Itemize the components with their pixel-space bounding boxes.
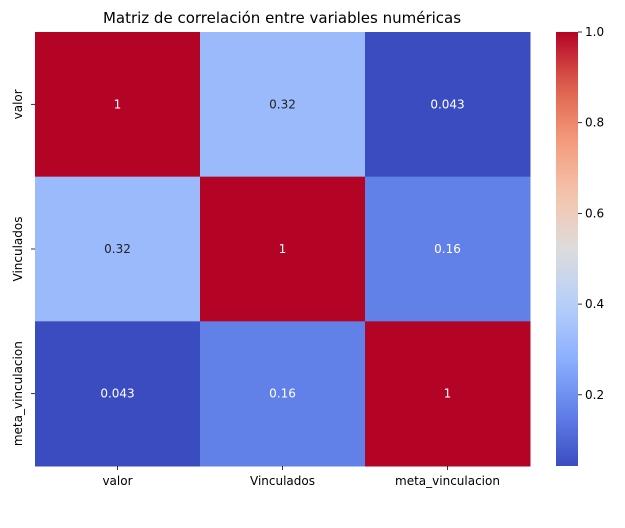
heatmap-cell — [200, 176, 366, 322]
y-tick-label: meta_vinculacion — [11, 341, 25, 446]
heatmap-cell — [35, 321, 201, 467]
cell-value-label: 1 — [279, 242, 287, 256]
cell-value-label: 0.32 — [269, 97, 296, 111]
heatmap-cell — [35, 32, 201, 178]
y-tick-label: valor — [11, 89, 25, 119]
x-tick-label: Vinculados — [250, 474, 315, 488]
colorbar: 0.2 0.4 0.6 0.8 1.0 — [556, 25, 604, 466]
colorbar-tick-label: 0.6 — [585, 206, 604, 220]
y-tick-label: Vinculados — [11, 217, 25, 282]
cell-value-label: 0.043 — [100, 387, 134, 401]
colorbar-tick-label: 0.8 — [585, 116, 604, 130]
colorbar-tick-label: 0.2 — [585, 388, 604, 402]
y-axis: valor Vinculados meta_vinculacion — [11, 89, 35, 446]
colorbar-gradient — [556, 32, 578, 466]
heatmap-cell — [365, 321, 531, 467]
heatmap-cell — [35, 176, 201, 322]
colorbar-tick-label: 0.4 — [585, 297, 604, 311]
cell-value-label: 1 — [444, 387, 452, 401]
cell-value-label: 1 — [114, 97, 122, 111]
heatmap-cells — [35, 32, 531, 467]
chart-title: Matriz de correlación entre variables nu… — [103, 9, 461, 27]
heatmap-cell — [200, 321, 366, 467]
colorbar-tick-label: 1.0 — [585, 25, 604, 39]
x-tick-label: valor — [102, 474, 132, 488]
x-axis: valor Vinculados meta_vinculacion — [102, 466, 500, 488]
cell-value-label: 0.32 — [104, 242, 131, 256]
heatmap-cell — [365, 32, 531, 178]
heatmap-cell-labels: 1 0.32 0.043 0.32 1 0.16 0.043 0.16 1 — [100, 97, 464, 400]
cell-value-label: 0.16 — [434, 242, 461, 256]
cell-value-label: 0.16 — [269, 387, 296, 401]
x-tick-label: meta_vinculacion — [395, 474, 500, 488]
heatmap-cell — [365, 176, 531, 322]
heatmap-cell — [200, 32, 366, 178]
cell-value-label: 0.043 — [430, 97, 464, 111]
colorbar-ticks: 0.2 0.4 0.6 0.8 1.0 — [578, 25, 604, 402]
